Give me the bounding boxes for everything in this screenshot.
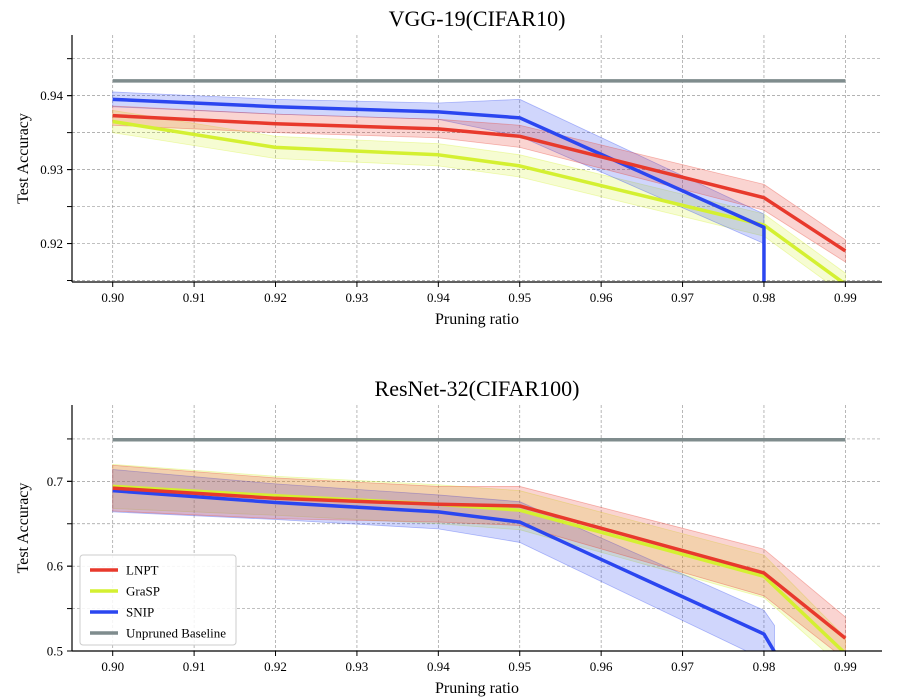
x-tick-label: 0.99 (834, 659, 857, 674)
x-tick-label: 0.90 (101, 659, 124, 674)
y-tick-label: 0.92 (40, 236, 63, 251)
legend-item-snip: SNIP (90, 605, 154, 620)
line-grasp (112, 484, 846, 651)
legend-label: SNIP (126, 605, 154, 620)
x-tick-label: 0.97 (671, 659, 694, 674)
line-lnpt (112, 486, 847, 640)
x-tick-label: 0.94 (427, 290, 450, 305)
y-tick-label: 0.5 (47, 644, 63, 659)
x-tick-label: 0.98 (753, 290, 776, 305)
y-axis-label: Test Accuracy (15, 113, 32, 204)
chart-vgg19-cifar10: 0.90 0.91 0.92 0.93 0.94 0.95 0.96 0.97 0.98 0.99… (15, 6, 882, 328)
x-axis-label: Pruning ratio (435, 680, 519, 697)
legend-label: LNPT (126, 563, 159, 578)
x-tick-label: 0.96 (590, 290, 613, 305)
y-tick-label: 0.94 (40, 88, 63, 103)
chart-resnet32-cifar100: 0.90 0.91 0.92 0.93 0.94 0.95 0.96 0.97 0.98 0.99… (15, 376, 882, 697)
band-lnpt (112, 464, 846, 651)
y-tick-label: 0.6 (47, 559, 64, 574)
legend-item-lnpt: LNPT (90, 563, 159, 578)
chart-title: VGG-19(CIFAR10) (389, 6, 566, 31)
y-tick-label: 0.7 (47, 474, 64, 489)
legend-item-unpruned-baseline: Unpruned Baseline (90, 626, 226, 641)
x-tick-label: 0.99 (834, 290, 857, 305)
y-tick-label: 0.93 (40, 162, 63, 177)
x-tick-label: 0.94 (427, 659, 450, 674)
x-tick-label: 0.97 (671, 290, 694, 305)
band-snip (112, 469, 775, 651)
line-snip (112, 488, 777, 651)
legend-label: GraSP (126, 584, 160, 599)
line-lnpt (112, 113, 847, 253)
legend: LNPT GraSP SNIP Unpruned Baseline (79, 554, 237, 646)
x-tick-label: 0.96 (590, 659, 613, 674)
plot-area (112, 79, 847, 282)
x-tick-label: 0.92 (264, 659, 287, 674)
legend-label: Unpruned Baseline (126, 626, 226, 641)
band-grasp (112, 109, 846, 282)
band-lnpt (112, 105, 846, 263)
x-tick-label: 0.98 (753, 659, 776, 674)
x-tick-label: 0.93 (346, 659, 369, 674)
x-tick-label: 0.95 (508, 290, 531, 305)
line-snip (112, 97, 766, 282)
plot-area (112, 438, 847, 651)
band-grasp (112, 463, 846, 651)
legend-box (79, 554, 237, 646)
x-tick-label: 0.91 (183, 290, 206, 305)
x-tick-label: 0.95 (508, 659, 531, 674)
legend-item-grasp: GraSP (90, 584, 160, 599)
x-tick-label: 0.93 (346, 290, 369, 305)
x-tick-label: 0.90 (101, 290, 124, 305)
y-axis-label: Test Accuracy (15, 483, 32, 574)
line-grasp (112, 119, 846, 282)
x-tick-label: 0.91 (183, 659, 206, 674)
chart-title: ResNet-32(CIFAR100) (375, 376, 580, 401)
x-tick-label: 0.92 (264, 290, 287, 305)
x-axis-label: Pruning ratio (435, 311, 519, 328)
